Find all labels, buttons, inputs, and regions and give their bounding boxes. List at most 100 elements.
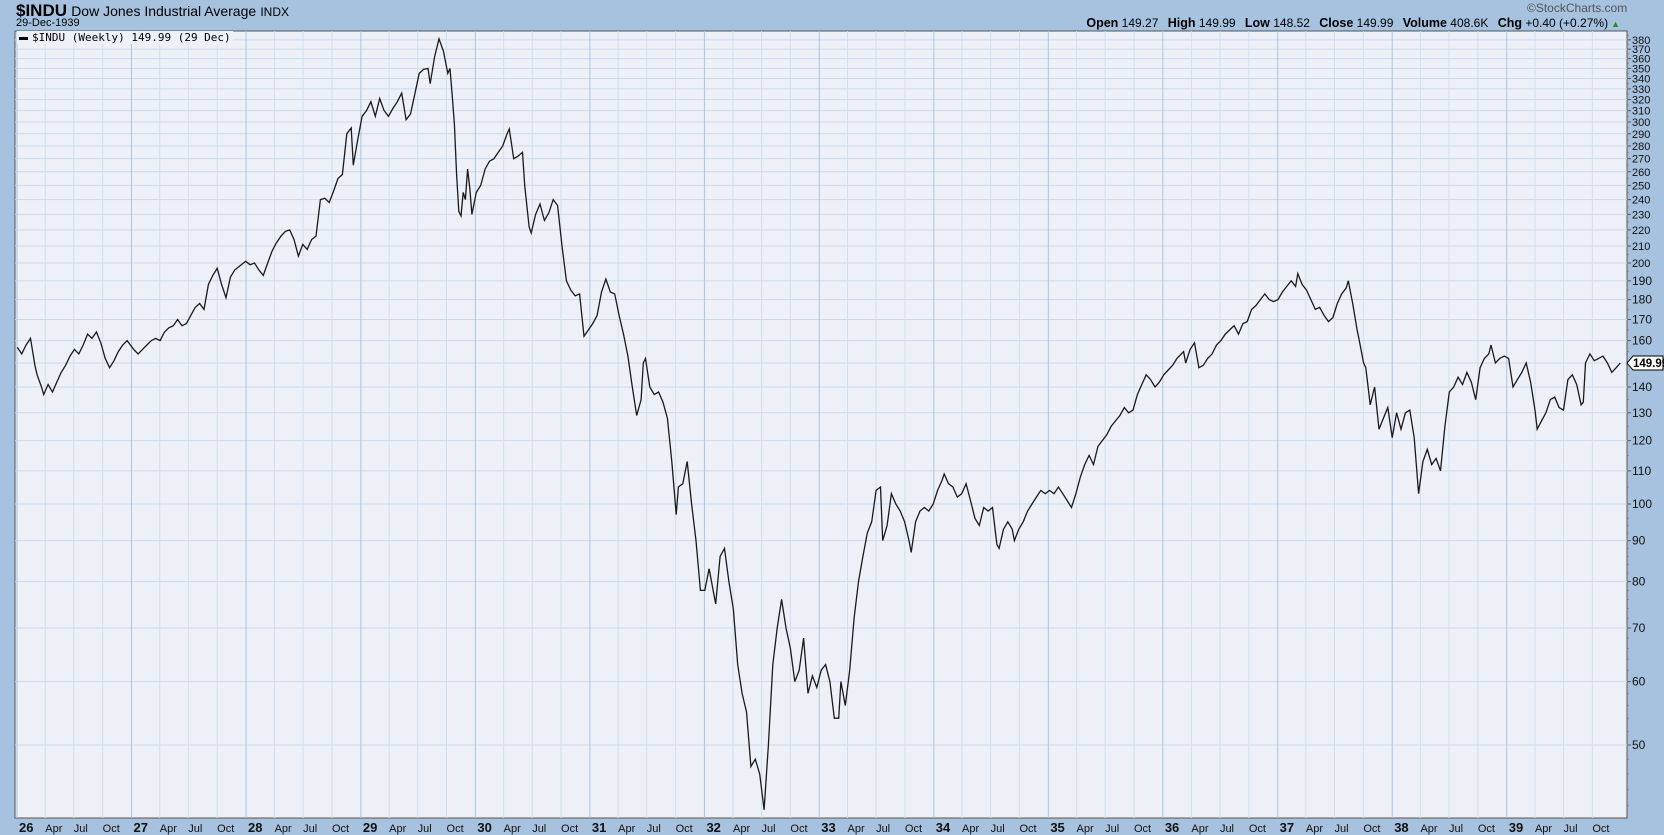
y-tick-label: 60 xyxy=(1632,675,1646,689)
y-tick-label: 320 xyxy=(1632,95,1650,107)
x-tick-label: Jul xyxy=(1220,823,1234,835)
chart-date: 29-Dec-1939 xyxy=(16,17,80,29)
gridlines xyxy=(15,31,1627,818)
x-tick-label: 37 xyxy=(1280,820,1294,835)
y-tick-label: 70 xyxy=(1632,621,1646,635)
legend-swatch xyxy=(19,36,28,40)
x-tick-label: 39 xyxy=(1509,820,1523,835)
x-tick-label: Jul xyxy=(303,823,317,835)
y-tick-label: 380 xyxy=(1632,35,1650,47)
x-tick-label: Oct xyxy=(217,823,234,835)
y-tick-label: 110 xyxy=(1632,464,1651,478)
plot-area xyxy=(14,30,1628,819)
x-tick-label: Oct xyxy=(1478,823,1495,835)
instrument-name: Dow Jones Industrial Average xyxy=(71,3,257,19)
x-tick-label: Apr xyxy=(618,823,635,835)
y-tick-label: 120 xyxy=(1632,434,1652,448)
x-tick-label: Jul xyxy=(1334,823,1348,835)
close-label: Close xyxy=(1319,16,1354,30)
y-tick-label: 350 xyxy=(1632,63,1650,75)
chg-label: Chg xyxy=(1497,16,1522,30)
y-tick-label: 200 xyxy=(1632,258,1650,270)
x-tick-label: Oct xyxy=(332,823,349,835)
x-tick-label: Apr xyxy=(45,823,62,835)
x-tick-label: Oct xyxy=(1019,823,1036,835)
y-tick-label: 50 xyxy=(1632,738,1646,752)
x-tick-label: 31 xyxy=(592,820,606,835)
last-price-tag: 149.99 xyxy=(1626,355,1664,371)
x-tick-label: Oct xyxy=(447,823,464,835)
legend-label: $INDU (Weekly) 149.99 (29 Dec) xyxy=(32,31,231,44)
x-tick-label: 30 xyxy=(477,820,491,835)
x-tick-label: Apr xyxy=(275,823,292,835)
x-tick-label: Jul xyxy=(1449,823,1463,835)
x-tick-label: Oct xyxy=(1363,823,1380,835)
x-tick-label: Oct xyxy=(1134,823,1151,835)
quote-summary: Open 149.27 High 149.99 Low 148.52 Close… xyxy=(1080,16,1620,30)
y-tick-label: 220 xyxy=(1632,225,1650,237)
y-tick-label: 100 xyxy=(1632,497,1652,511)
low-value: 148.52 xyxy=(1273,16,1310,30)
y-tick-label: 80 xyxy=(1632,575,1646,589)
x-tick-label: Jul xyxy=(1564,823,1578,835)
triangle-up-icon: ▲ xyxy=(1611,19,1620,29)
x-tick-label: Jul xyxy=(74,823,88,835)
last-price-label: 149.99 xyxy=(1633,358,1664,370)
volume-label: Volume xyxy=(1402,16,1447,30)
y-tick-label: 260 xyxy=(1632,167,1650,179)
y-tick-label: 270 xyxy=(1632,154,1650,166)
x-tick-label: Apr xyxy=(962,823,979,835)
high-label: High xyxy=(1167,16,1196,30)
x-tick-label: Apr xyxy=(504,823,521,835)
x-tick-label: 38 xyxy=(1394,820,1408,835)
y-tick-label: 360 xyxy=(1632,54,1650,66)
y-tick-label: 370 xyxy=(1632,44,1650,56)
x-tick-label: Jul xyxy=(647,823,661,835)
copyright: ©StockCharts.com xyxy=(1527,1,1628,15)
x-tick-label: Jul xyxy=(1105,823,1119,835)
legend: $INDU (Weekly) 149.99 (29 Dec) xyxy=(17,31,233,44)
y-tick-label: 240 xyxy=(1632,195,1650,207)
chart-title: $INDU Dow Jones Industrial Average INDX xyxy=(16,1,289,21)
x-tick-label: Oct xyxy=(1592,823,1609,835)
high-value: 149.99 xyxy=(1198,16,1236,30)
x-tick-label: Oct xyxy=(905,823,922,835)
y-tick-label: 340 xyxy=(1632,74,1650,86)
x-tick-label: Apr xyxy=(733,823,750,835)
x-tick-label: Oct xyxy=(103,823,120,835)
low-label: Low xyxy=(1244,16,1270,30)
chg-value: +0.40 (+0.27%) xyxy=(1525,16,1609,30)
x-tick-label: Apr xyxy=(1306,823,1323,835)
x-tick-label: Apr xyxy=(160,823,177,835)
close-value: 149.99 xyxy=(1356,16,1394,30)
y-tick-label: 300 xyxy=(1632,117,1650,129)
open-value: 149.27 xyxy=(1121,16,1159,30)
x-tick-label: Apr xyxy=(1420,823,1437,835)
x-tick-label: 29 xyxy=(363,820,377,835)
x-tick-label: Apr xyxy=(1077,823,1094,835)
x-tick-label: 33 xyxy=(821,820,835,835)
x-tick-label: Oct xyxy=(1249,823,1266,835)
x-tick-label: Apr xyxy=(389,823,406,835)
y-tick-label: 190 xyxy=(1632,274,1652,288)
y-tick-label: 170 xyxy=(1632,313,1652,327)
x-tick-label: 36 xyxy=(1165,820,1179,835)
x-tick-label: 26 xyxy=(19,820,33,835)
open-label: Open xyxy=(1086,16,1119,30)
x-tick-label: Jul xyxy=(188,823,202,835)
x-tick-label: Oct xyxy=(561,823,578,835)
volume-value: 408.6K xyxy=(1450,16,1489,30)
x-tick-label: Oct xyxy=(790,823,807,835)
x-tick-label: 35 xyxy=(1050,820,1064,835)
x-tick-label: Apr xyxy=(1191,823,1208,835)
symbol: $INDU xyxy=(16,1,68,20)
y-tick-label: 310 xyxy=(1632,106,1650,118)
x-tick-label: 27 xyxy=(134,820,148,835)
y-tick-label: 180 xyxy=(1632,293,1652,307)
x-tick-label: Jul xyxy=(762,823,776,835)
x-tick-label: 32 xyxy=(706,820,720,835)
y-tick-label: 230 xyxy=(1632,209,1650,221)
y-tick-label: 290 xyxy=(1632,129,1650,141)
last-price-tag-shape xyxy=(1626,355,1664,371)
